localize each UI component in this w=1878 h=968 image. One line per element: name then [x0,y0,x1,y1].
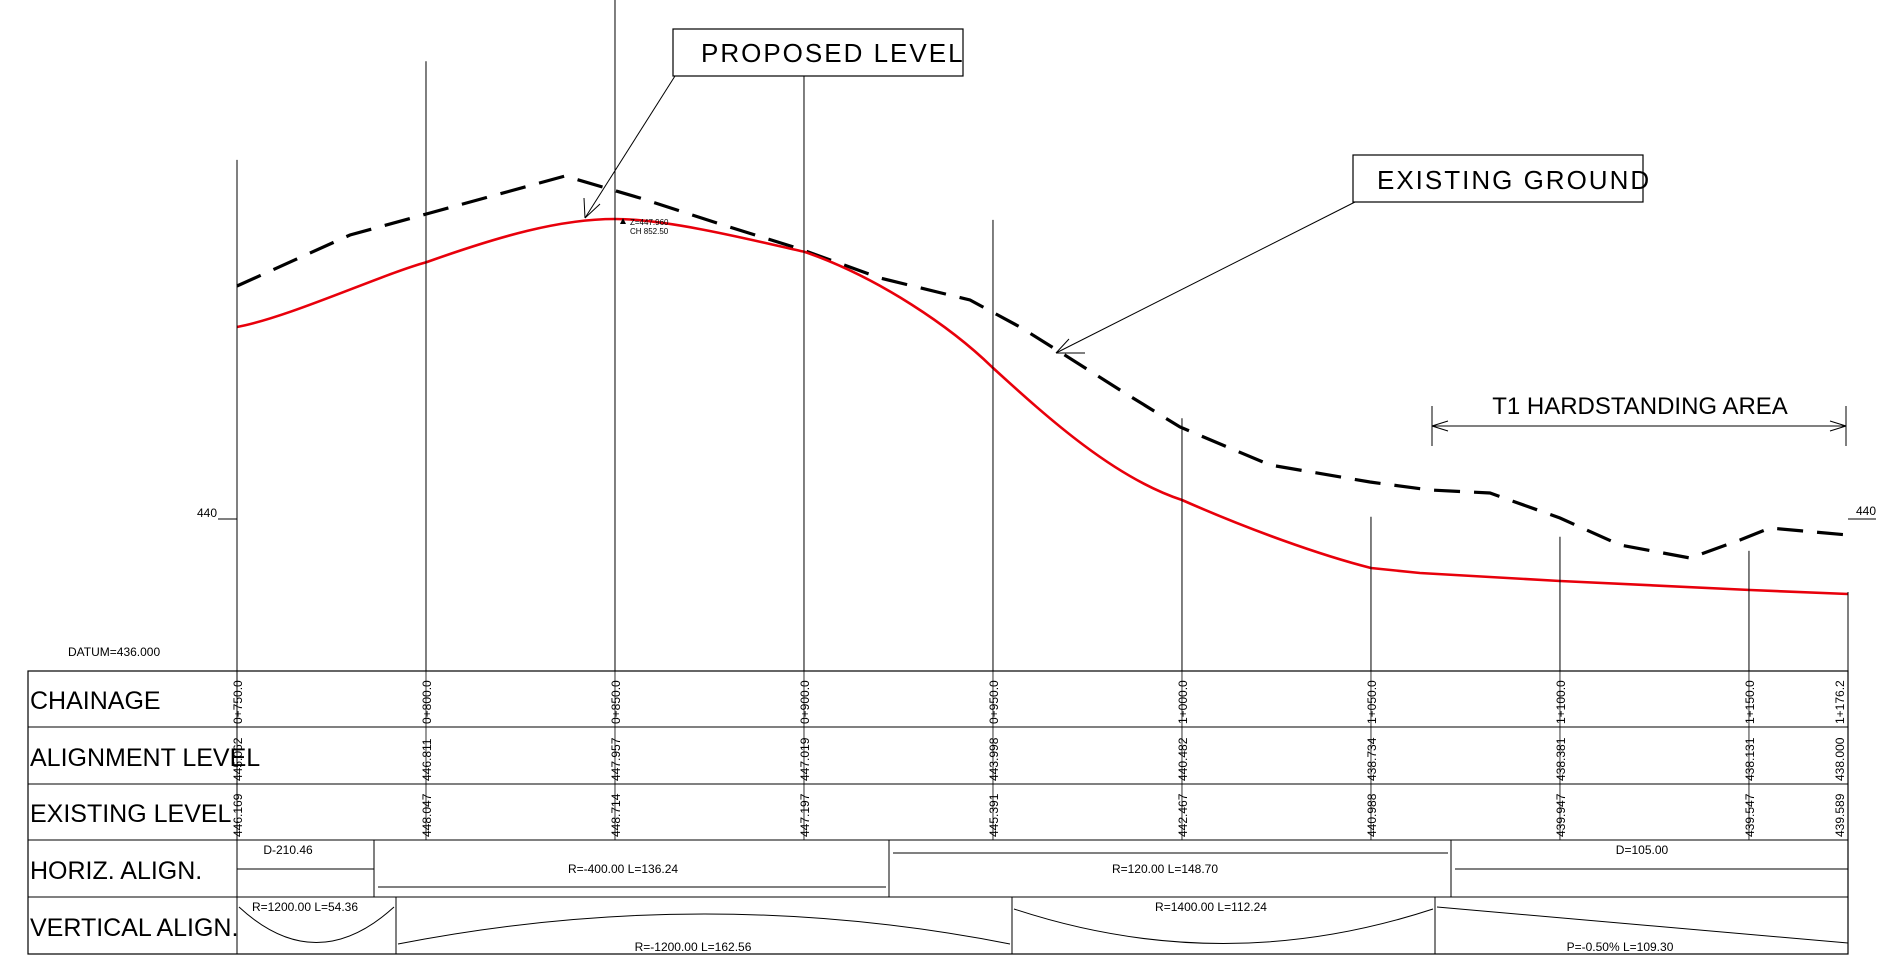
alignment-level-value: 447.019 [798,737,812,781]
vertical-curve-sag [1013,908,1434,944]
row-label-horiz-align: HORIZ. ALIGN. [30,857,202,885]
existing-level-value: 440.988 [1365,793,1379,837]
vertical-curve-sag [238,906,395,943]
row-label-existing-level: EXISTING LEVEL [30,800,232,828]
datum-label: DATUM=436.000 [68,645,160,659]
horiz-align-d1-label: D-210.46 [263,843,313,857]
high-point-marker: Z=447.960 CH 852.50 [620,218,669,236]
profile-lines [236,174,1849,596]
high-point-ch-label: CH 852.50 [630,227,669,236]
existing-level-value: 439.589 [1833,793,1847,837]
vertical-align-c1-label: R=1200.00 L=54.36 [252,900,358,914]
chainage-value: 0+950.0 [987,680,1001,724]
chainage-value: 1+100.0 [1554,680,1568,724]
alignment-level-value: 438.131 [1743,737,1757,781]
row-label-chainage: CHAINAGE [30,687,161,715]
chainage-value: 1+000.0 [1176,680,1190,724]
row-label-alignment-level: ALIGNMENT LEVEL [30,744,260,772]
vertical-grade-line [1436,906,1849,944]
vertical-align-row: R=1200.00 L=54.36 R=-1200.00 L=162.56 R=… [238,897,1849,954]
vertical-align-g1-label: P=-0.50% L=109.30 [1567,940,1674,954]
proposed-level-leader [584,75,676,219]
level-440-right-label: 440 [1856,504,1876,518]
chainage-stations: 0+750.0 445.062 446.169 0+800.0 446.811 448.0… [231,0,1849,840]
existing-ground-text: EXISTING GROUND [1377,165,1651,195]
alignment-level-value: 447.957 [609,737,623,781]
horiz-align-r1-label: R=-400.00 L=136.24 [568,862,678,876]
proposed-level-line [236,217,1849,596]
horiz-align-r2-label: R=120.00 L=148.70 [1112,862,1218,876]
table-border [27,670,1849,955]
alignment-level-value: 438.000 [1833,737,1847,781]
existing-level-value: 445.391 [987,793,1001,837]
proposed-level-arrowhead [583,197,601,219]
alignment-level-value: 443.998 [987,737,1001,781]
horiz-align-d2-label: D=105.00 [1616,843,1669,857]
high-point-triangle [620,218,626,224]
existing-ground-arrowhead [1055,338,1085,354]
section-table: CHAINAGE ALIGNMENT LEVEL EXISTING LEVEL … [27,670,1849,955]
alignment-level-value: 438.381 [1554,737,1568,781]
alignment-level-value: 438.734 [1365,737,1379,781]
vertical-align-c2-label: R=-1200.00 L=162.56 [635,940,752,954]
existing-level-value: 439.547 [1743,793,1757,837]
existing-level-value: 448.714 [609,793,623,837]
alignment-level-value: 440.482 [1176,737,1190,781]
row-label-vertical-align: VERTICAL ALIGN. [30,914,238,942]
existing-level-value: 439.947 [1554,793,1568,837]
existing-level-value: 448.047 [420,793,434,837]
proposed-level-text: PROPOSED LEVEL [701,38,965,68]
proposed-level-callout: PROPOSED LEVEL [583,28,965,219]
chainage-value: 0+800.0 [420,680,434,724]
chainage-value: 1+176.2 [1833,680,1847,724]
existing-level-value: 447.197 [798,793,812,837]
horiz-align-row: D-210.46 R=-400.00 L=136.24 R=120.00 L=1… [237,840,1848,897]
hardstanding-text: T1 HARDSTANDING AREA [1492,393,1788,420]
existing-ground-line [236,174,1849,560]
vertical-align-c3-label: R=1400.00 L=112.24 [1155,900,1267,914]
hardstanding-left-arrow [1431,420,1449,432]
existing-ground-box [1352,154,1644,203]
existing-ground-callout: EXISTING GROUND [1055,154,1651,354]
chainage-value: 0+750.0 [231,680,245,724]
level-markers: 440 440 DATUM=436.000 [68,504,1876,659]
chainage-value: 1+150.0 [1743,680,1757,724]
alignment-level-value: 446.811 [420,738,434,781]
existing-level-value: 442.467 [1176,793,1190,837]
high-point-z-label: Z=447.960 [630,218,669,227]
chainage-value: 0+850.0 [609,680,623,724]
alignment-level-value: 445.062 [231,737,245,781]
proposed-level-box [672,28,964,77]
chainage-value: 0+900.0 [798,680,812,724]
existing-level-value: 446.169 [231,793,245,837]
existing-ground-leader [1055,201,1356,354]
vertical-curve-crest [397,913,1011,945]
hardstanding-dimension: T1 HARDSTANDING AREA [1431,393,1847,446]
level-440-left-label: 440 [197,506,217,520]
chainage-value: 1+050.0 [1365,680,1379,724]
hardstanding-right-arrow [1829,420,1847,432]
